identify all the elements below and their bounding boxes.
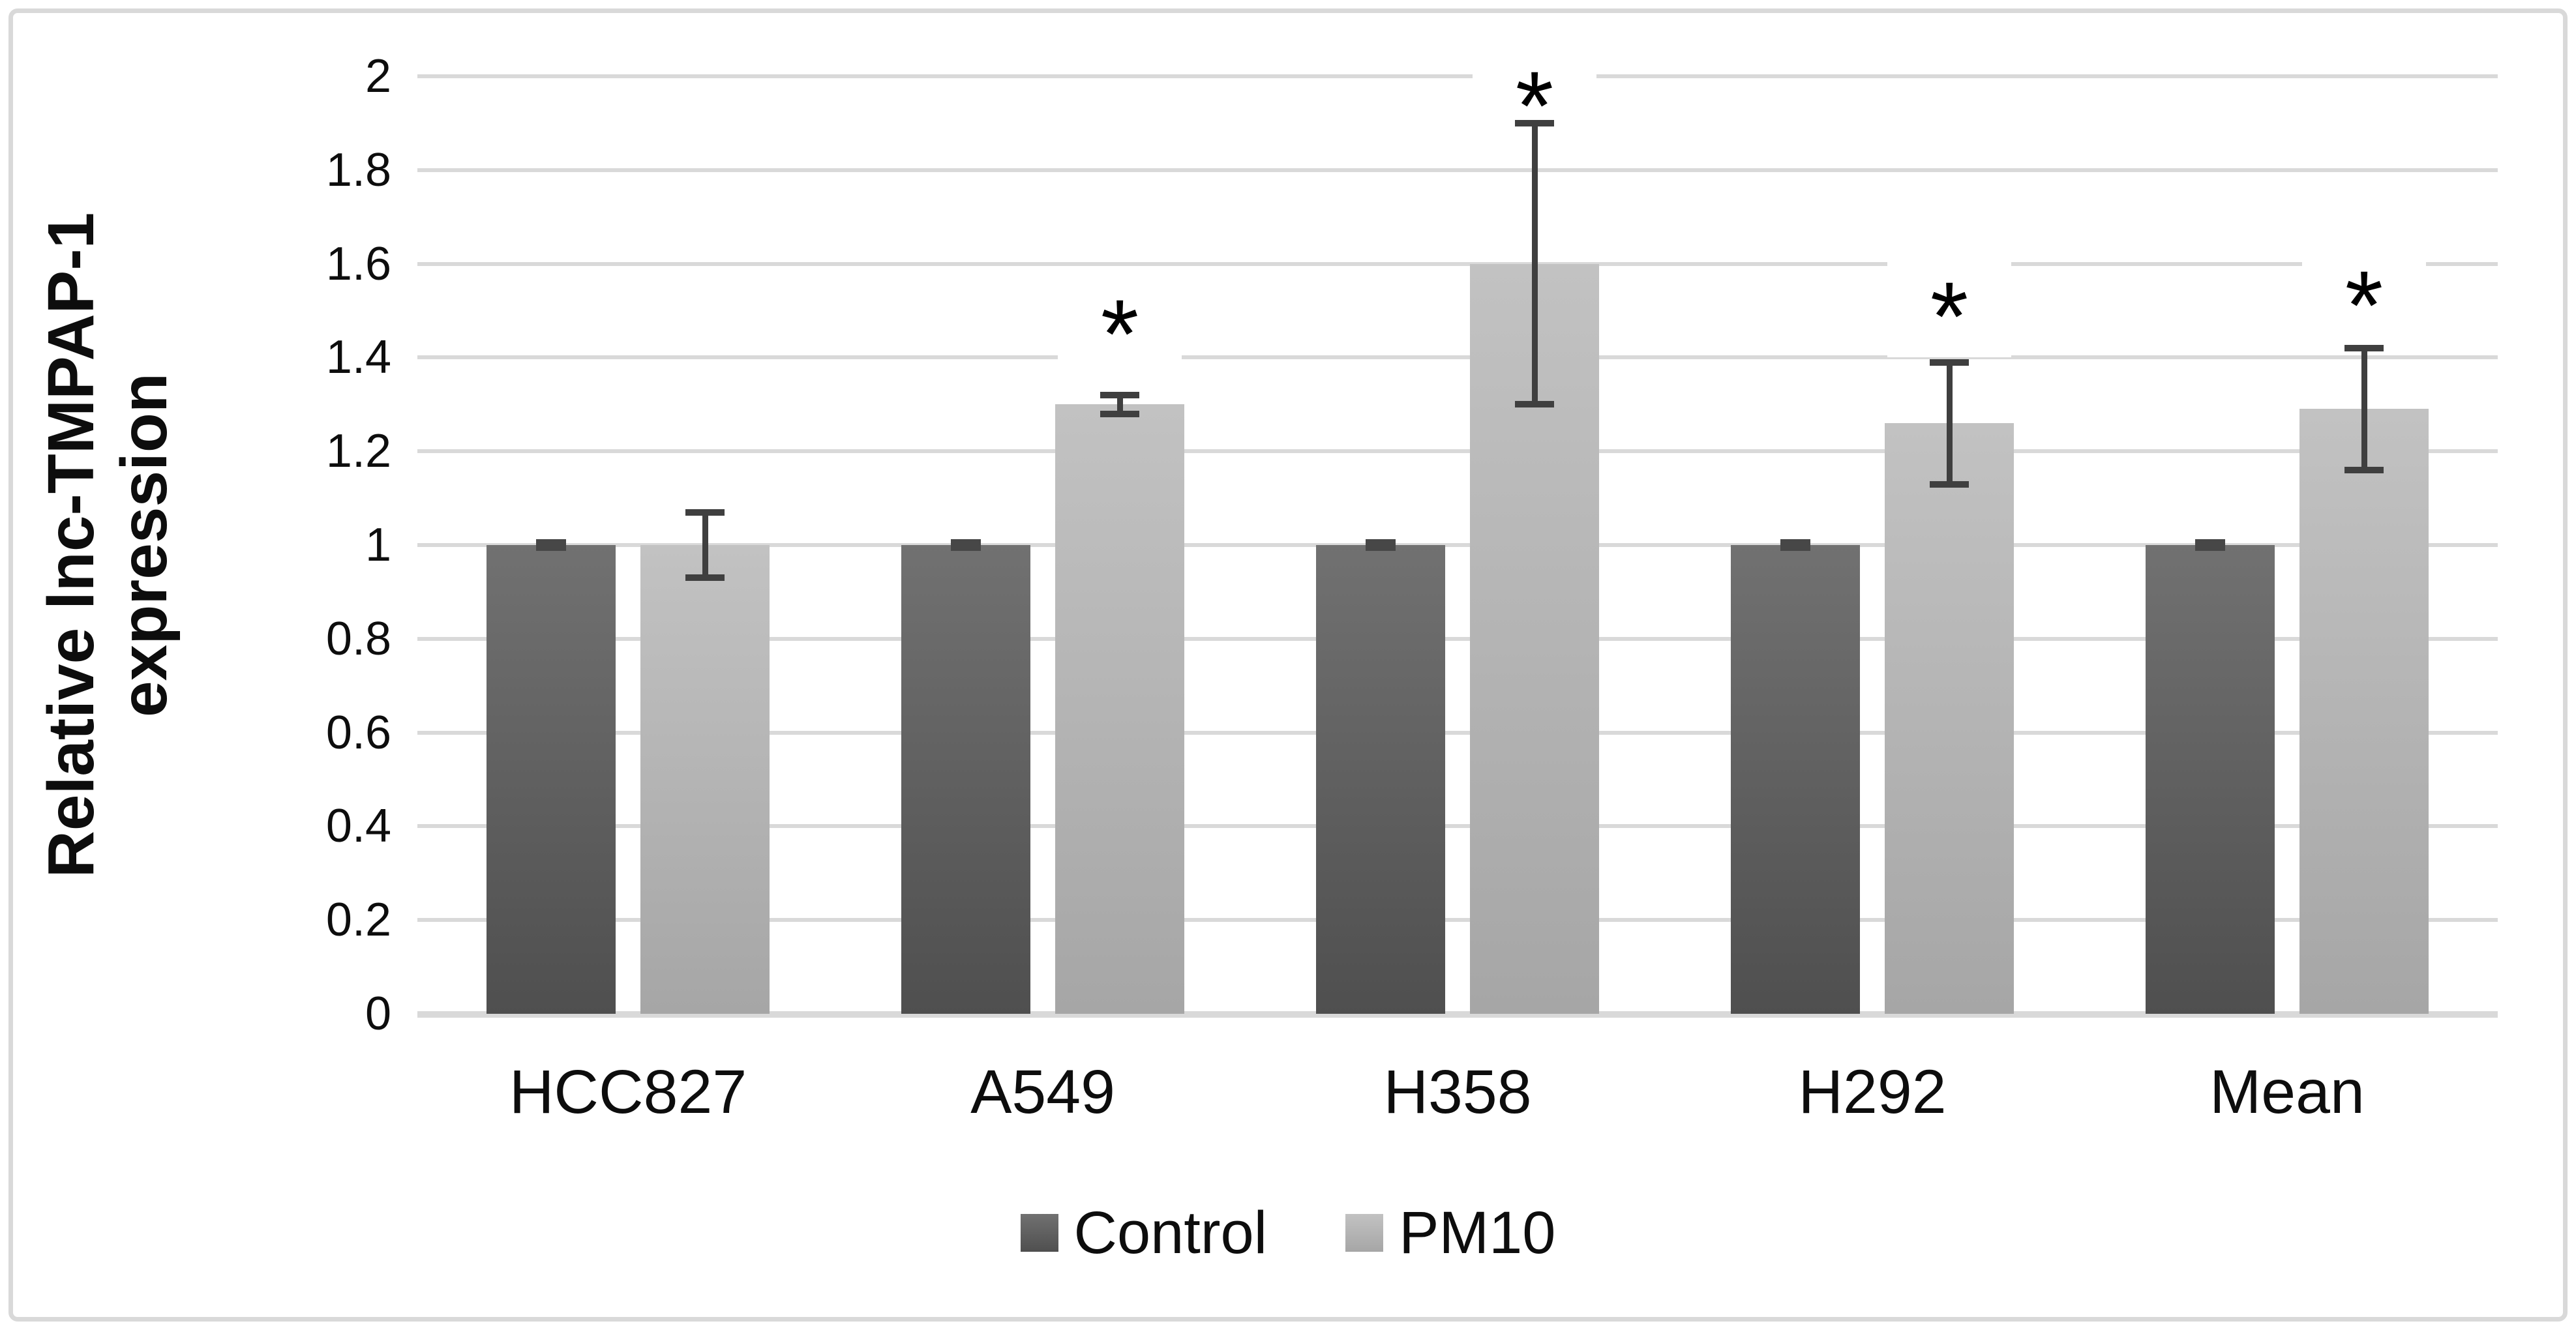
y-axis-tick-label: 1.8 [325, 143, 391, 196]
y-axis-tick-label: 1.2 [325, 425, 391, 478]
x-axis-label-h358: H358 [1383, 1057, 1532, 1127]
bar-control-mean [2146, 545, 2275, 1014]
significance-asterisk: * [2344, 250, 2384, 360]
gridline [417, 168, 2498, 172]
y-axis-title-line1: Relative lnc-TMPAP-1 [35, 212, 108, 878]
error-bar-control-a549 [951, 539, 981, 551]
x-axis-label-h292: H292 [1798, 1057, 1947, 1127]
significance-label-box: * [1058, 267, 1182, 383]
legend-item-control: Control [1020, 1200, 1268, 1266]
y-axis-tick-label: 0.2 [325, 894, 391, 947]
y-axis-tick-label: 1 [365, 519, 391, 571]
error-bar-cap-top-h358 [1515, 119, 1554, 126]
error-bar-cap-bottom-h358 [1515, 401, 1554, 408]
error-bar-control-h358 [1366, 539, 1396, 551]
gridline [417, 636, 2498, 641]
y-axis-tick-label: 0 [365, 988, 391, 1040]
y-axis-tick-label: 2 [365, 50, 391, 102]
y-axis-title: Relative lnc-TMPAP-1 expression [33, 56, 183, 1034]
y-axis-tick-label: 0.4 [325, 800, 391, 853]
error-bar-control-h292 [1780, 539, 1810, 551]
legend-swatch-pm10 [1345, 1214, 1384, 1252]
x-axis-label-mean: Mean [2209, 1057, 2365, 1127]
bar-control-h292 [1731, 545, 1860, 1014]
legend-label-pm10: PM10 [1399, 1200, 1556, 1266]
bar-control-h358 [1316, 545, 1445, 1014]
error-bar-cap-bottom-h292 [1930, 480, 1969, 488]
bar-pm10-mean [2299, 409, 2429, 1014]
y-axis-tick-label: 1.6 [325, 237, 391, 290]
chart-frame [8, 8, 2568, 1322]
legend-swatch-control [1020, 1214, 1058, 1252]
error-bar-whisker-h358 [1531, 123, 1538, 405]
bar-control-a549 [901, 545, 1030, 1014]
y-axis-tick-label: 1.4 [325, 331, 391, 384]
gridline [417, 730, 2498, 735]
error-bar-cap-top-hcc827 [685, 509, 725, 516]
gridline [417, 918, 2498, 923]
error-bar-whisker-mean [2361, 348, 2367, 470]
gridline [417, 74, 2498, 78]
significance-label-box: * [2302, 238, 2426, 354]
gridline [417, 543, 2498, 547]
x-axis-label-hcc827: HCC827 [509, 1057, 747, 1127]
error-bar-cap-top-mean [2344, 345, 2384, 352]
gridline [417, 449, 2498, 454]
y-axis-title-line2: expression [108, 372, 181, 718]
bar-control-hcc827 [487, 545, 616, 1014]
gridline [417, 824, 2498, 829]
error-bar-control-hcc827 [536, 539, 566, 551]
error-bar-cap-top-a549 [1100, 391, 1139, 398]
legend-label-control: Control [1073, 1200, 1268, 1266]
legend-item-pm10: PM10 [1345, 1203, 1555, 1263]
bar-pm10-h292 [1885, 423, 2014, 1014]
error-bar-control-mean [2195, 539, 2225, 551]
error-bar-whisker-h292 [1946, 362, 1953, 484]
x-axis-label-a549: A549 [970, 1057, 1115, 1127]
legend: Control PM10 [0, 1203, 2576, 1263]
error-bar-cap-bottom-hcc827 [685, 574, 725, 582]
error-bar-whisker-a549 [1116, 394, 1123, 414]
error-bar-cap-top-h292 [1930, 359, 1969, 366]
x-axis-line [417, 1011, 2498, 1018]
error-bar-cap-bottom-mean [2344, 466, 2384, 473]
y-axis-tick-label: 0.6 [325, 706, 391, 759]
bar-pm10-hcc827 [640, 545, 770, 1014]
error-bar-cap-bottom-a549 [1100, 410, 1139, 417]
y-axis-tick-label: 0.8 [325, 612, 391, 665]
gridline [417, 261, 2498, 266]
bar-pm10-a549 [1055, 404, 1184, 1014]
significance-asterisk: * [1100, 279, 1139, 389]
significance-label-box: * [1887, 249, 2011, 365]
error-bar-whisker-hcc827 [702, 512, 708, 578]
significance-asterisk: * [1930, 261, 1969, 371]
gridline [417, 355, 2498, 360]
